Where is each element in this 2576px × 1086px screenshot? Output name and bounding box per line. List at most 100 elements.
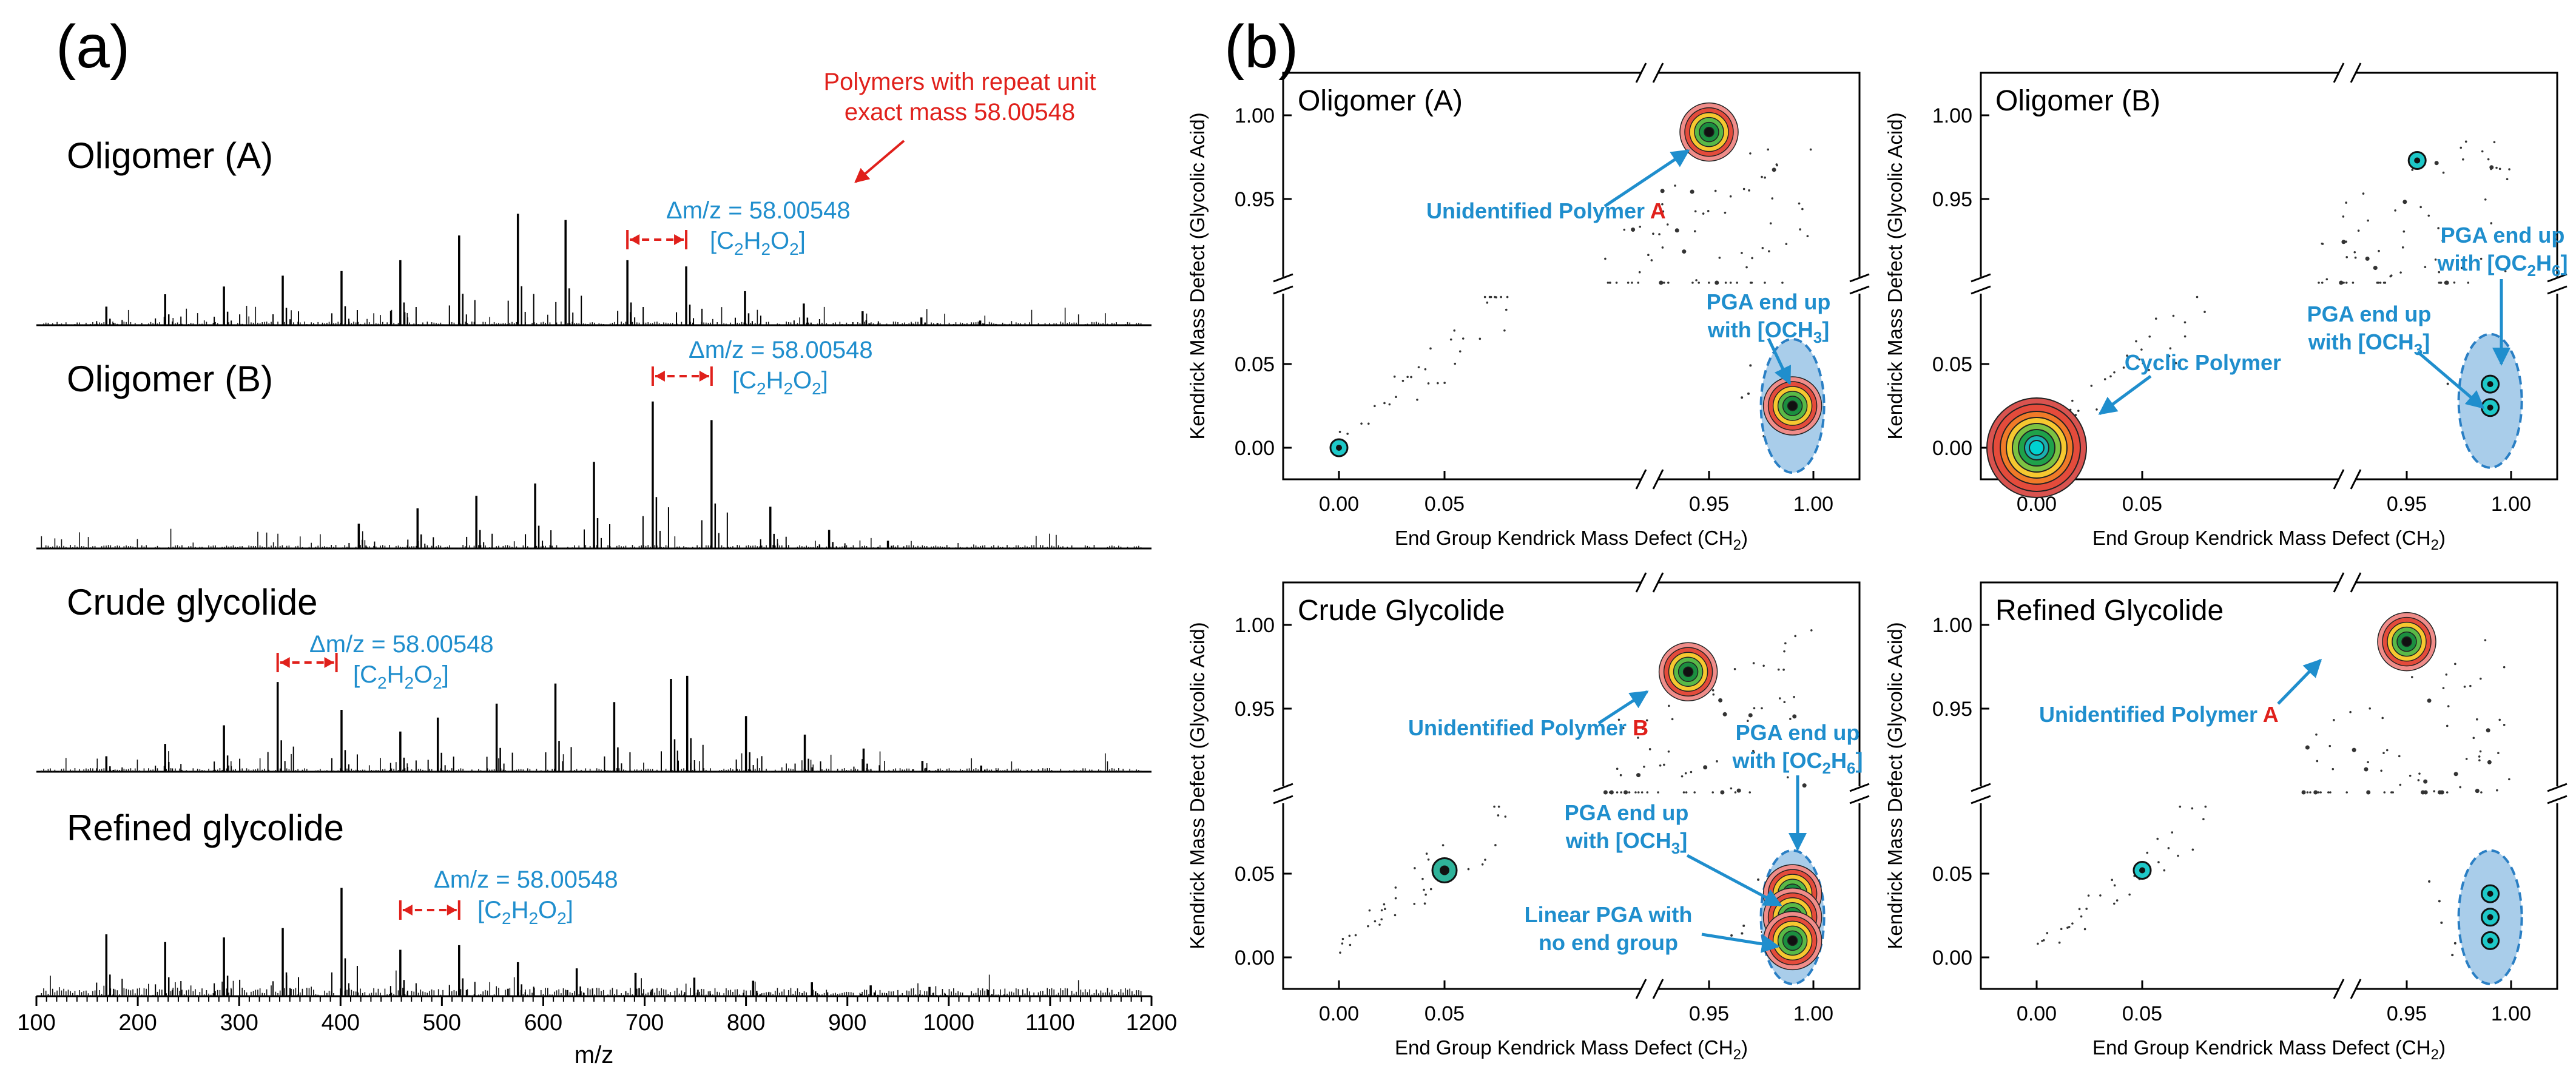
data-cluster — [2481, 908, 2500, 927]
formula-text: [C2H2O2] — [353, 661, 449, 692]
repeat-unit-note-line2: exact mass 58.00548 — [844, 99, 1076, 126]
minor-point — [1637, 737, 1639, 739]
minor-point — [2332, 767, 2335, 771]
minor-point — [1360, 422, 1363, 425]
minor-point — [2174, 362, 2177, 365]
mz-tick-label: 100 — [17, 1010, 55, 1036]
y-tick-label: 0.05 — [1932, 353, 1972, 376]
minor-point — [1730, 787, 1733, 790]
kmd-annotation-line: with [OC2H6] — [1732, 748, 1863, 777]
minor-point — [2146, 851, 2149, 854]
cluster-core — [2487, 937, 2493, 944]
spectra-group: Δm/z = 58.00548 [C2H2O2] Δm/z = 58.00548 [C… — [17, 140, 1177, 1068]
cluster-ring — [2401, 636, 2412, 647]
kmd-panel-1: 0.00 0.05 0.95 1.00 0.00 0.05 0.95 1.00 End Grou… — [1186, 62, 1870, 553]
mz-tick-label: 400 — [322, 1010, 360, 1036]
minor-point — [2498, 167, 2501, 170]
minor-point — [2398, 755, 2401, 758]
minor-point — [1416, 399, 1418, 401]
minor-point — [1762, 664, 1765, 667]
minor-point — [2349, 710, 2352, 713]
minor-point — [2417, 779, 2420, 781]
minor-point — [2453, 282, 2456, 284]
minor-point — [1748, 713, 1753, 718]
minor-point — [2157, 861, 2160, 863]
plot-frame — [1980, 72, 2558, 481]
minor-point — [2196, 295, 2199, 298]
cluster-core — [2487, 891, 2493, 897]
minor-point — [1603, 790, 1608, 795]
minor-point — [2333, 719, 2335, 721]
minor-point — [2486, 728, 2490, 733]
data-cluster — [1762, 376, 1822, 436]
minor-point — [1674, 184, 1676, 187]
minor-point — [2367, 761, 2369, 763]
kmd-panel-3: 0.00 0.05 0.95 1.00 0.00 0.05 0.95 1.00 End Grou… — [1186, 572, 1870, 1063]
minor-point — [1483, 295, 1486, 298]
minor-point — [1383, 402, 1386, 405]
minor-point — [2169, 347, 2172, 349]
minor-point — [2140, 348, 2143, 351]
minor-point — [2383, 791, 2386, 794]
minor-point — [1666, 223, 1669, 226]
minor-point — [2078, 908, 2081, 911]
minor-point — [1778, 697, 1781, 700]
minor-point — [2379, 282, 2382, 284]
bracket-left-arrowhead — [630, 234, 640, 245]
minor-point — [2365, 256, 2370, 261]
minor-point — [2342, 282, 2345, 284]
minor-point — [1685, 791, 1688, 794]
minor-point — [1745, 266, 1748, 269]
minor-point — [2399, 271, 2402, 274]
minor-point — [1748, 791, 1752, 794]
minor-point — [2437, 227, 2439, 229]
minor-point — [2353, 251, 2356, 254]
minor-point — [2419, 206, 2422, 209]
x-break-mark — [2333, 572, 2345, 593]
minor-point — [1636, 773, 1641, 778]
minor-point — [1767, 148, 1770, 151]
minor-point — [1694, 210, 1697, 213]
minor-point — [1429, 888, 1432, 891]
minor-point — [2042, 939, 2045, 942]
panel-b-label: (b) — [1224, 13, 1299, 81]
minor-point — [1707, 210, 1710, 212]
minor-point — [2439, 790, 2444, 795]
y-tick-label: 0.95 — [1235, 188, 1275, 211]
x-break-mark — [1652, 469, 1664, 490]
kmd-annotation-line: with [OCH3] — [1565, 828, 1687, 857]
y-break-mark — [1273, 273, 1293, 283]
annotation-arrow — [2277, 658, 2322, 705]
minor-point — [1772, 167, 1776, 172]
x-tick-label: 0.00 — [2017, 1002, 2057, 1025]
minor-point — [1718, 698, 1723, 703]
minor-point — [1646, 791, 1649, 794]
minor-point — [2183, 335, 2187, 338]
data-cluster — [1431, 857, 1458, 883]
spectrum-3: Δm/z = 58.00548 [C2H2O2] — [36, 631, 1151, 773]
minor-point — [2423, 779, 2428, 784]
delta-mz-text: Δm/z = 58.00548 — [666, 197, 851, 224]
minor-point — [2377, 282, 2379, 284]
minor-point — [2352, 747, 2356, 752]
minor-point — [2427, 214, 2430, 217]
minor-point — [1714, 189, 1717, 192]
spectrum-2: Δm/z = 58.00548 [C2H2O2] — [36, 337, 1151, 550]
minor-point — [1716, 760, 1718, 763]
minor-point — [1793, 695, 1795, 698]
data-cluster — [1658, 642, 1718, 702]
minor-point — [2380, 769, 2382, 772]
mz-tick-label: 900 — [828, 1010, 866, 1036]
y-break-mark — [1849, 273, 1870, 283]
y-tick-label: 1.00 — [1235, 614, 1275, 637]
minor-point — [1423, 902, 1426, 905]
minor-point — [1667, 750, 1670, 753]
minor-point — [1367, 925, 1369, 928]
minor-point — [1486, 302, 1489, 304]
repeat-unit-arrow — [854, 140, 905, 183]
x-tick-label: 0.05 — [1425, 493, 1465, 516]
minor-point — [2301, 790, 2306, 795]
mz-tick-label: 600 — [524, 1010, 562, 1036]
y-tick-label: 0.95 — [1932, 698, 1972, 721]
minor-point — [1427, 858, 1430, 861]
